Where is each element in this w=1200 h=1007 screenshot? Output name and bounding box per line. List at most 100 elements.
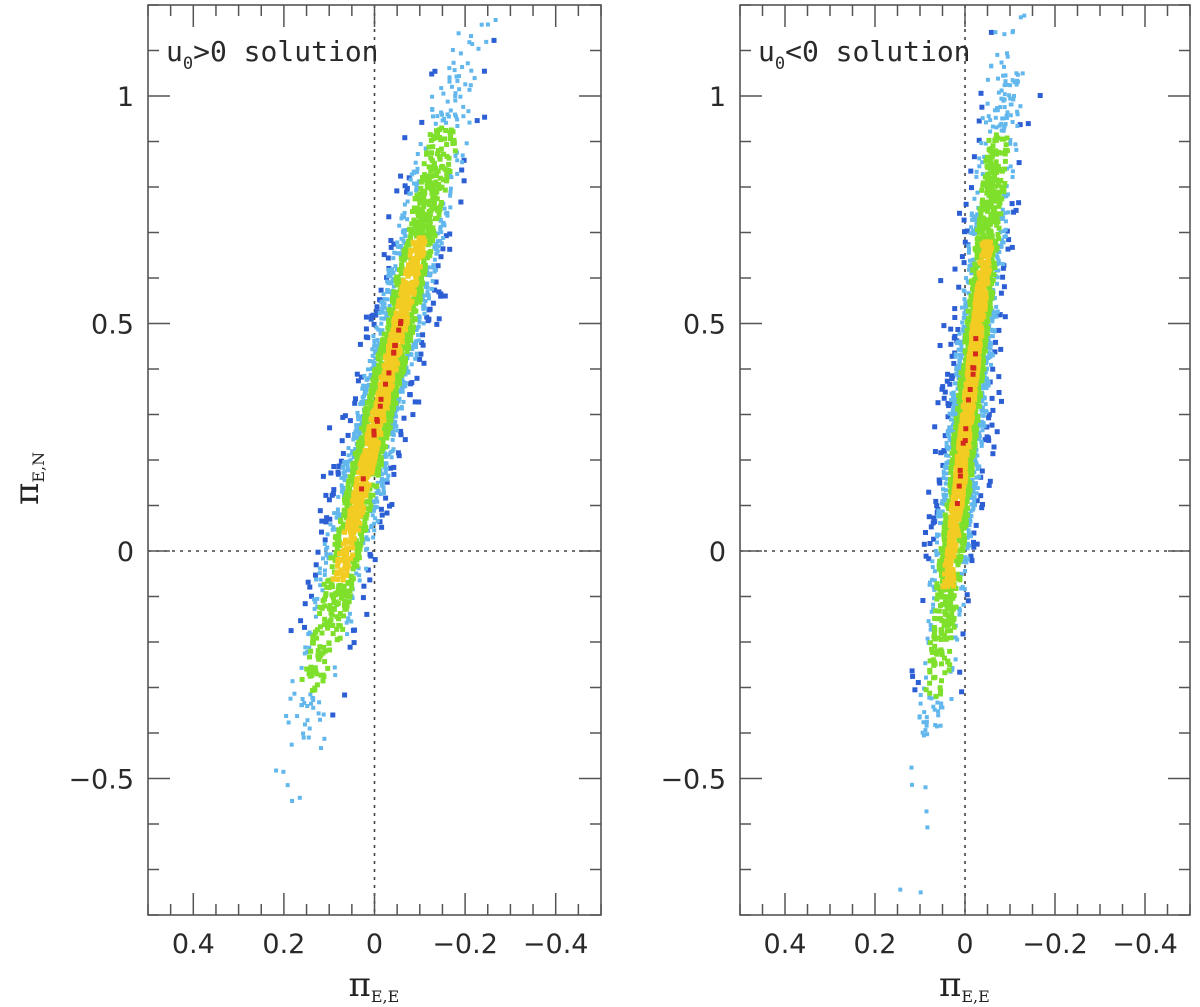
scatter-point xyxy=(393,385,399,391)
scatter-point xyxy=(332,558,338,564)
scatter-point xyxy=(346,520,352,526)
scatter-point xyxy=(992,108,997,113)
scatter-point xyxy=(951,435,957,441)
scatter-point xyxy=(336,463,342,469)
scatter-point xyxy=(941,395,947,401)
scatter-point xyxy=(421,240,427,246)
scatter-point xyxy=(423,299,428,303)
scatter-point xyxy=(397,223,402,228)
scatter-point xyxy=(996,390,1002,395)
scatter-point xyxy=(989,289,995,295)
scatter-point xyxy=(1004,116,1009,120)
scatter-point xyxy=(438,203,444,209)
scatter-point xyxy=(393,359,399,365)
scatter-point xyxy=(320,473,326,479)
scatter-point xyxy=(398,432,404,438)
scatter-point xyxy=(944,497,949,502)
scatter-point xyxy=(351,437,356,442)
scatter-point xyxy=(351,558,357,564)
scatter-point xyxy=(405,217,410,222)
scatter-point xyxy=(426,293,431,298)
scatter-point xyxy=(948,483,954,489)
scatter-point xyxy=(962,368,968,374)
scatter-point xyxy=(958,341,963,346)
scatter-point xyxy=(934,553,939,557)
scatter-point xyxy=(451,60,456,65)
scatter-point xyxy=(337,635,343,641)
scatter-point xyxy=(984,424,990,430)
scatter-point xyxy=(320,672,326,678)
scatter-point xyxy=(991,198,997,204)
scatter-point xyxy=(402,202,407,207)
scatter-point xyxy=(363,466,369,472)
scatter-point xyxy=(941,537,947,542)
scatter-point xyxy=(938,450,944,456)
scatter-point xyxy=(974,541,980,547)
scatter-point xyxy=(944,623,950,629)
scatter-point xyxy=(980,116,985,121)
scatter-point xyxy=(955,562,961,568)
x-tick-label: 0 xyxy=(366,929,383,960)
scatter-point xyxy=(398,173,404,179)
scatter-point xyxy=(476,46,481,51)
scatter-point xyxy=(1008,102,1013,107)
scatter-point xyxy=(415,152,420,156)
scatter-point xyxy=(380,349,386,355)
scatter-point xyxy=(984,178,990,184)
scatter-point xyxy=(344,620,349,625)
scatter-point xyxy=(389,298,395,304)
scatter-point xyxy=(984,316,990,322)
scatter-point xyxy=(357,578,362,583)
scatter-point xyxy=(431,181,437,187)
scatter-point xyxy=(372,528,377,533)
scatter-point xyxy=(968,302,974,308)
scatter-point xyxy=(364,487,370,493)
scatter-point xyxy=(435,135,441,141)
scatter-point xyxy=(391,464,397,470)
scatter-point xyxy=(370,347,375,352)
scatter-point xyxy=(960,320,965,325)
scatter-point xyxy=(940,509,945,514)
scatter-point xyxy=(990,251,996,257)
scatter-point xyxy=(949,697,954,701)
scatter-point xyxy=(1016,200,1022,206)
scatter-point xyxy=(422,172,428,178)
scatter-point xyxy=(346,446,351,451)
scatter-point xyxy=(948,588,954,594)
scatter-point xyxy=(391,350,397,356)
scatter-point xyxy=(939,678,944,684)
scatter-point xyxy=(430,194,436,200)
scatter-point xyxy=(374,386,380,392)
scatter-point xyxy=(391,429,395,434)
scatter-point xyxy=(910,782,914,787)
scatter-point xyxy=(1004,194,1009,199)
scatter-point xyxy=(390,437,395,442)
scatter-point xyxy=(372,557,378,563)
scatter-point xyxy=(439,230,444,235)
scatter-point xyxy=(427,219,433,224)
scatter-point xyxy=(358,374,364,380)
scatter-point xyxy=(386,267,391,272)
scatter-point xyxy=(424,282,429,287)
scatter-point xyxy=(971,287,977,293)
scatter-point xyxy=(390,267,395,272)
scatter-point xyxy=(946,461,951,465)
scatter-point xyxy=(405,199,410,204)
scatter-point xyxy=(312,665,318,671)
scatter-point xyxy=(930,577,934,582)
scatter-point xyxy=(989,191,995,197)
scatter-point xyxy=(319,746,323,751)
scatter-point xyxy=(355,520,361,526)
scatter-point xyxy=(403,245,409,251)
scatter-point xyxy=(972,261,978,267)
scatter-point xyxy=(415,205,421,211)
scatter-point xyxy=(427,306,433,312)
scatter-point xyxy=(426,265,431,270)
scatter-point xyxy=(1014,71,1019,76)
scatter-point xyxy=(335,563,340,569)
scatter-point xyxy=(400,369,406,375)
scatter-point xyxy=(392,316,397,322)
scatter-point xyxy=(317,644,323,650)
scatter-point xyxy=(326,606,332,612)
